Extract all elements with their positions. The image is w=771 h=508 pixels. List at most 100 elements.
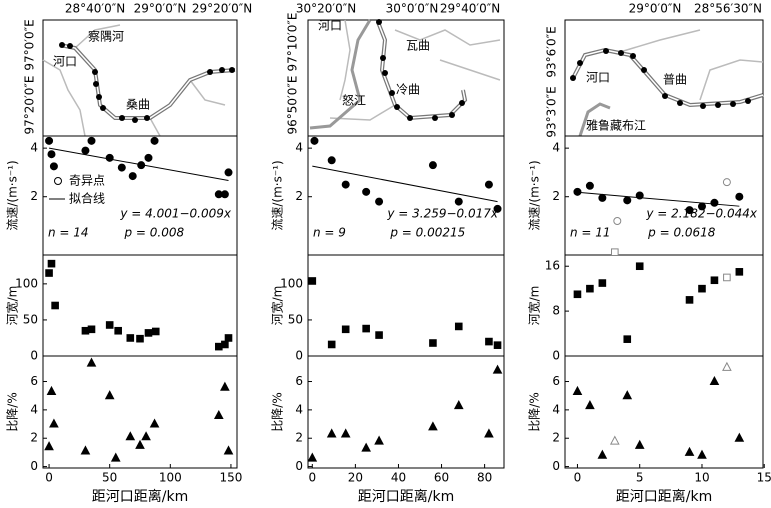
point [709,375,720,386]
point [573,187,582,196]
point [698,284,706,293]
point [598,279,607,287]
y-axis-label: 河宽/m [527,286,542,326]
y-tick-label: 0 [552,349,560,363]
y-tick-label: 4 [30,402,38,416]
point [221,340,229,349]
x-tick-label: 10 [694,471,709,485]
point [81,146,90,155]
x-tick-label: 60 [434,471,449,485]
x-tick-label: 0 [308,471,316,485]
y-tick-label: 4 [552,402,560,416]
point [685,206,694,215]
plot-frame [307,254,505,357]
point [151,327,160,336]
point [362,187,371,196]
x-tick-label: 5 [636,471,644,485]
y-tick-label: 0 [30,349,38,363]
point [634,439,645,449]
y-tick-label: 16 [545,259,560,273]
point [80,445,91,455]
place-label: 河口 [53,55,77,69]
point [685,296,694,304]
p-value: p = 0.008 [123,226,184,240]
point [635,262,644,271]
point [454,197,463,206]
y-axis-label: 河宽/m [270,286,285,326]
point [611,248,619,256]
map-coord: 30°20′0″N [296,2,356,16]
y-tick-label: 0 [552,459,560,473]
point [104,390,115,400]
point [105,321,114,329]
point [54,177,62,185]
y-axis-label: 流速/(m·s⁻¹) [271,160,285,230]
point [585,400,595,410]
point [144,153,153,162]
y-tick-label: 4 [30,141,38,155]
point [86,357,97,367]
plot-frame [564,254,764,357]
x-tick-label: 80 [477,471,492,485]
point [126,334,135,342]
y-tick-label: 2 [552,189,560,203]
y-tick-label: 100 [280,276,303,290]
y-tick-label: 100 [15,276,38,290]
point [49,418,59,428]
map-coord: 29°0′0″N [629,2,682,16]
fit-line [312,165,498,203]
point [341,325,350,334]
plot-frame [564,355,764,469]
y-tick-label: 50 [23,312,38,326]
point [327,340,336,349]
point [220,190,229,199]
map-coord: 96°50′0″E [286,76,300,135]
y-tick-label: 4 [295,141,303,155]
point [723,273,731,282]
n-count: n = 11 [570,226,611,240]
point [735,192,744,201]
place-label: 瓦曲 [406,39,430,53]
point [492,364,503,374]
y-tick-label: 2 [552,431,560,445]
x-axis-label: 距河口距离/km [358,488,454,505]
point [722,178,731,187]
y-tick-label: 4 [552,141,560,155]
point [141,431,151,441]
point [623,196,632,205]
point [374,435,384,445]
point [47,259,56,268]
x-tick-label: 15 [757,471,771,485]
fit-equation: y = 3.259−0.017x [386,207,499,221]
y-tick-label: 6 [552,374,560,388]
point [105,153,114,162]
y-tick-label: 2 [295,431,303,445]
point [144,329,153,337]
point [573,290,582,299]
x-axis-label: 距河口距离/km [616,488,712,505]
point [710,276,719,285]
point [114,326,122,335]
point [375,331,383,339]
point [44,441,54,451]
y-axis-label: 比降/% [271,392,285,431]
y-tick-label: 2 [295,189,303,203]
map-coord: 97°20′0″E [23,76,37,135]
point [597,449,608,459]
n-count: n = 14 [48,226,89,240]
x-tick-label: 0 [574,471,582,485]
map-coord: 97°0′0″E [23,19,37,70]
n-count: n = 9 [313,226,346,240]
point [137,161,146,170]
point [136,334,144,343]
legend-label: 拟合线 [69,191,105,206]
point [428,161,437,170]
point [213,409,224,420]
point [623,335,632,343]
y-tick-label: 0 [295,349,303,363]
map: 28°40′0″N 29°0′0″N 29°20′0″N 97°0′0″E 97… [23,2,252,137]
point [453,400,464,410]
plot-frame [307,355,505,469]
point [362,324,370,333]
y-axis-label: 流速/(m·s⁻¹) [528,160,542,230]
